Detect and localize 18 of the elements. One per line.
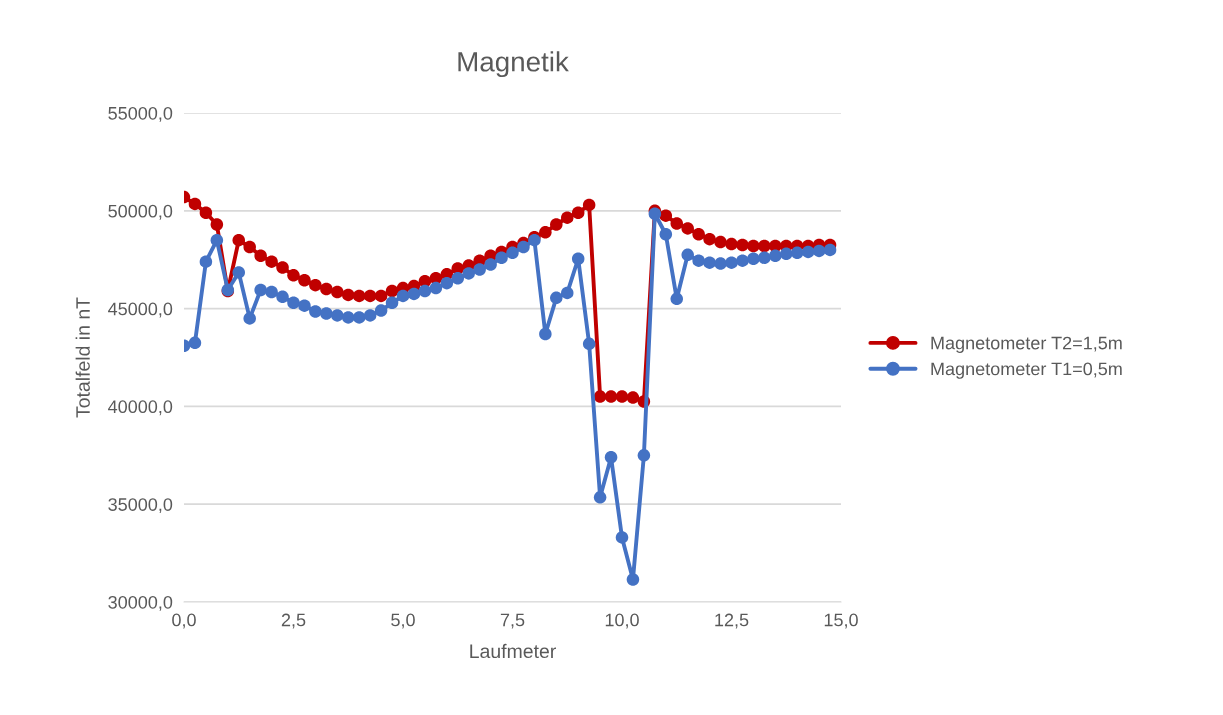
legend-label: Magnetometer T1=0,5m — [931, 362, 1122, 379]
x-tick-label: 2,5 — [281, 613, 306, 629]
x-tick-label: 0,0 — [172, 613, 196, 629]
y-tick-label: 45000,0 — [108, 302, 173, 318]
chart-title: Magnetik — [458, 51, 569, 78]
y-tick-label: 30000,0 — [108, 595, 173, 611]
legend-label: Magnetometer T2=1,5m — [931, 336, 1122, 353]
x-axis-title: Laufmeter — [470, 643, 556, 659]
y-axis-title: Totalfeld in nT — [75, 297, 90, 418]
y-tick-label: 55000,0 — [108, 106, 173, 122]
x-tick-label: 10,0 — [605, 613, 639, 629]
x-tick-label: 15,0 — [824, 613, 858, 629]
y-tick-label: 35000,0 — [108, 498, 173, 514]
x-tick-label: 5,0 — [391, 613, 415, 629]
y-tick-label: 50000,0 — [108, 204, 173, 220]
x-tick-label: 12,5 — [715, 613, 749, 629]
x-tick-label: 7,5 — [500, 613, 525, 629]
y-tick-label: 40000,0 — [108, 400, 173, 416]
